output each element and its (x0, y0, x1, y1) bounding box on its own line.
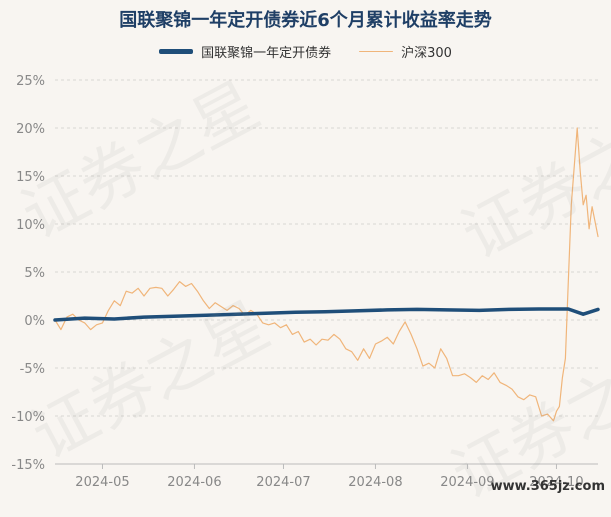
watermark-url: www.365jz.com (490, 479, 605, 494)
y-tick-label: -15% (11, 458, 45, 473)
legend-swatch-fund (159, 49, 194, 54)
x-tick-label: 2024-07 (256, 475, 310, 490)
x-tick-label: 2024-06 (167, 475, 221, 490)
y-tick-label: -10% (11, 410, 45, 425)
legend-item-index[interactable]: 沪深300 (359, 42, 452, 61)
legend-label-index: 沪深300 (401, 46, 452, 61)
legend-swatch-index (359, 51, 394, 52)
line-chart: 25%20%15%10%5%0%-5%-10%-15% 2024-05 2024-… (11, 74, 600, 490)
grid-lines (55, 79, 598, 465)
y-axis-ticks: 25% 20% 15% 10% 5% 0% -5% -10% -15% (11, 74, 45, 473)
series-line-fund[interactable] (53, 307, 600, 322)
y-tick-label: -5% (20, 362, 45, 377)
y-tick-label: 20% (16, 122, 45, 137)
y-tick-label: 25% (16, 74, 45, 89)
x-tick-label: 2024-05 (75, 475, 129, 490)
y-tick-label: 15% (16, 170, 45, 185)
series-line-index[interactable] (54, 127, 599, 422)
x-tick-label: 2024-09 (440, 475, 494, 490)
y-tick-label: 5% (24, 266, 45, 281)
chart-title: 国联聚锦一年定开债券近6个月累计收益率走势 (119, 10, 492, 31)
legend-item-fund[interactable]: 国联聚锦一年定开债券 (159, 42, 331, 61)
x-axis-ticks: 2024-05 2024-06 2024-07 2024-08 2024-09 2024-… (55, 463, 598, 490)
x-tick-label: 2024-10 (529, 475, 583, 490)
y-tick-label: 10% (16, 218, 45, 233)
chart-legend: 国联聚锦一年定开债券 沪深300 (0, 42, 611, 61)
y-tick-label: 0% (24, 314, 45, 329)
legend-label-fund: 国联聚锦一年定开债券 (201, 46, 332, 61)
series-lines (53, 127, 600, 422)
x-tick-label: 2024-08 (348, 475, 402, 490)
